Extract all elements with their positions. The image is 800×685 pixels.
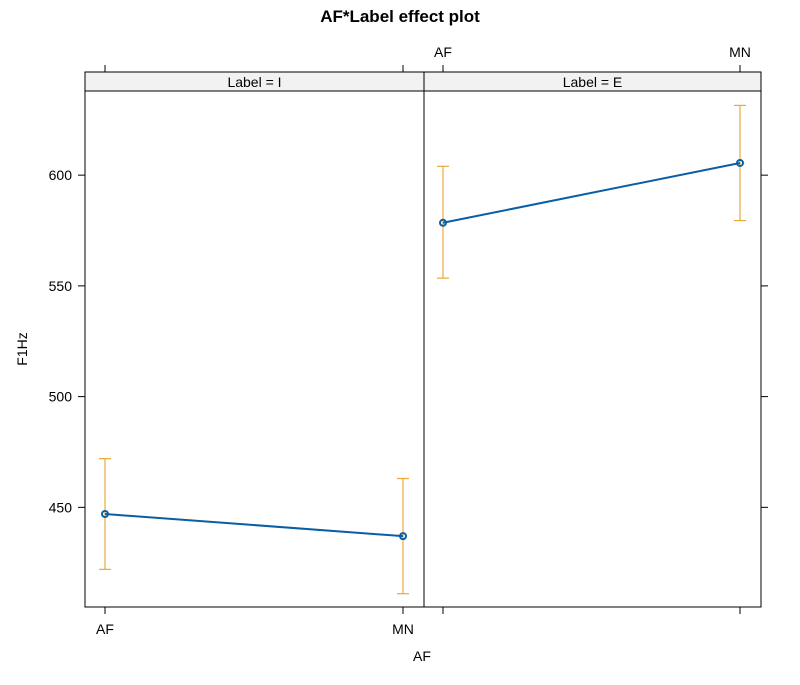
x-tick-label-top-0: AF [434,44,452,60]
chart-marks [99,104,746,595]
panel-left: Label = I [84,71,425,608]
series-line-p1 [442,161,741,224]
axis-ticks [78,65,768,614]
x-axis-title: AF [413,648,431,664]
x-tick-labels: AF MN AF MN [96,44,751,637]
y-tick-labels: 450 500 550 600 [49,167,73,515]
y-tick-label-450: 450 [49,499,73,515]
panel-right: Label = E [423,71,762,608]
series-line-p0 [104,512,404,538]
x-tick-label-bottom-0: AF [96,621,114,637]
data-point-p0-0 [101,509,109,518]
panel-frame-left [84,90,425,608]
data-point-p0-1 [399,532,407,541]
strip-label-left: Label = I [227,74,281,90]
x-tick-label-bottom-1: MN [392,621,414,637]
y-tick-label-550: 550 [49,278,73,294]
chart-title: AF*Label effect plot [320,7,480,26]
x-tick-label-top-1: MN [729,44,751,60]
panel-frame-right [423,90,762,608]
data-point-p1-0 [439,218,447,227]
y-tick-label-600: 600 [49,167,73,183]
data-point-p1-1 [736,158,744,167]
y-tick-label-500: 500 [49,389,73,405]
strip-label-right: Label = E [563,74,623,90]
y-axis-title: F1Hz [14,332,30,365]
